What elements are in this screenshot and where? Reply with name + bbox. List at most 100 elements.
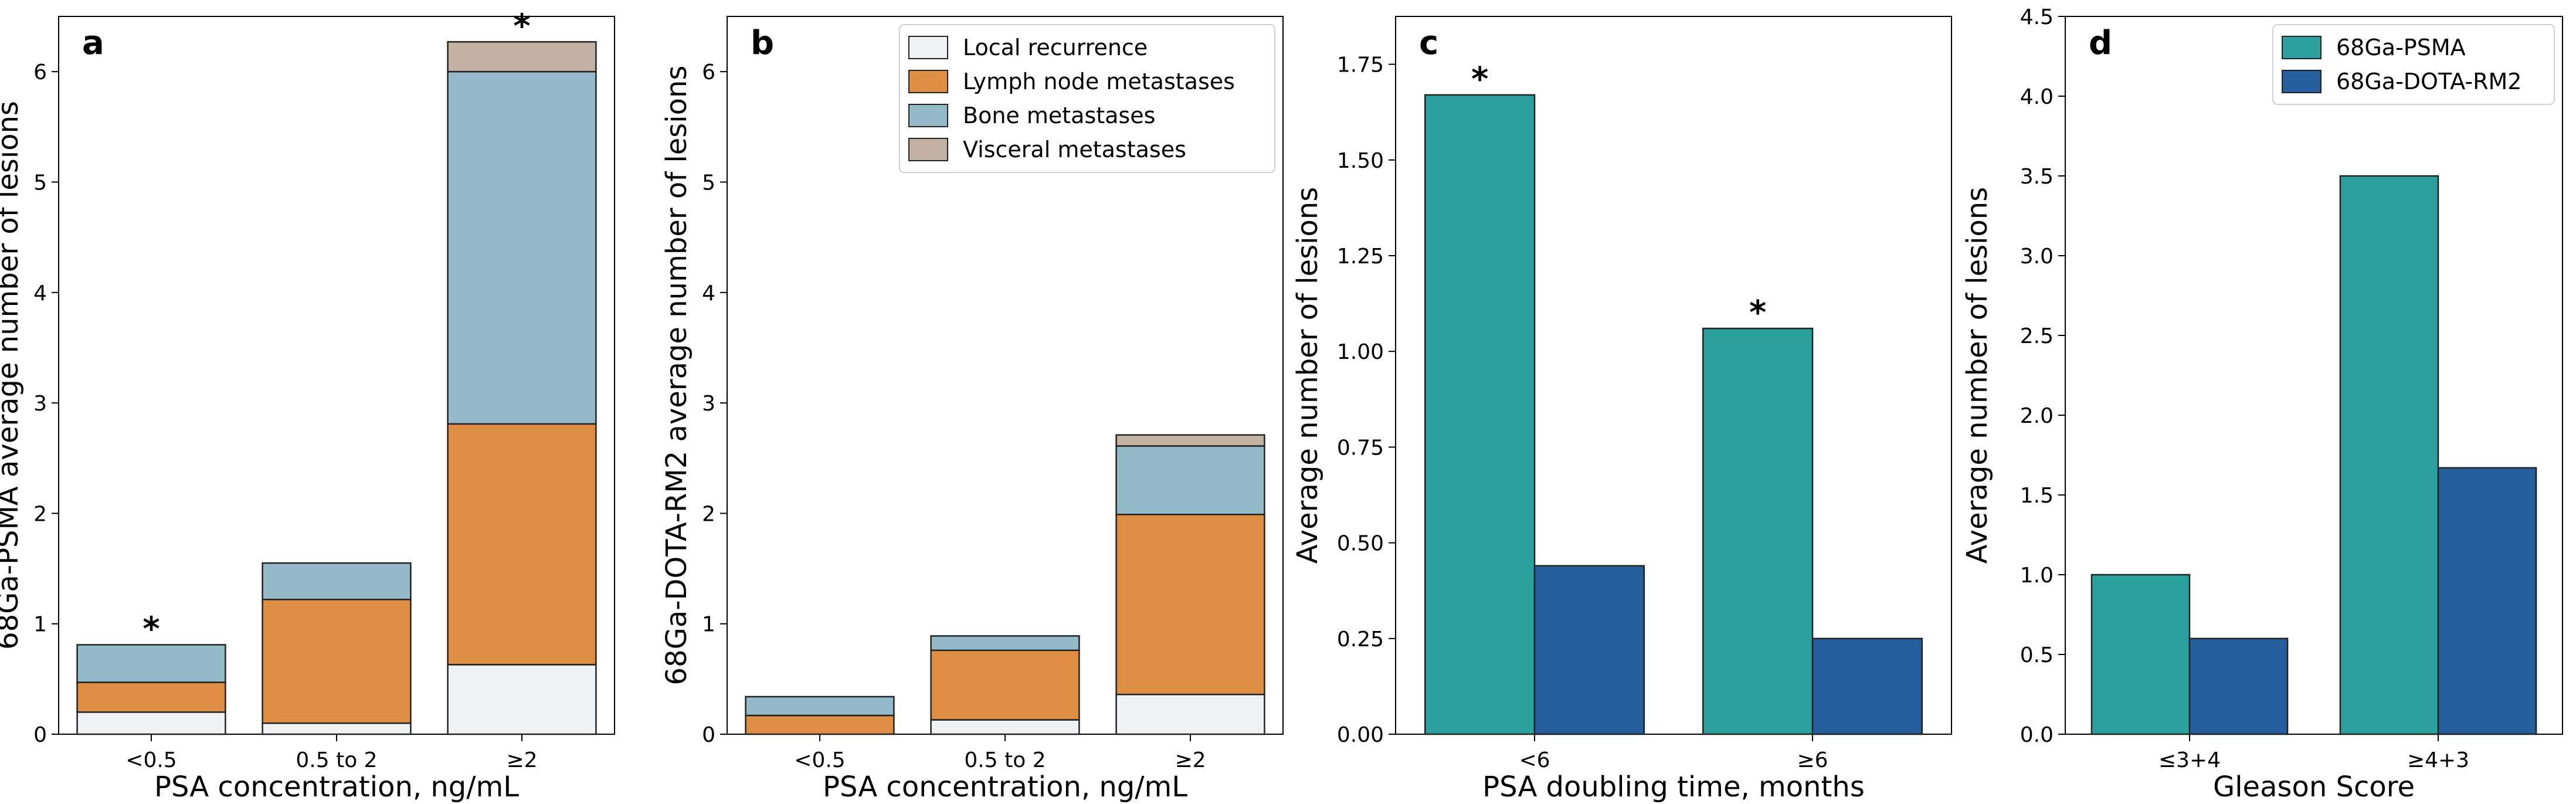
bar-local-recurrence: [76, 711, 226, 735]
panel-c: 0.00 0.25 0.50 0.75 1.00 1.25 1.50 1.75 <6 ≥6 * * c P…: [1291, 16, 1952, 803]
legend-label: Lymph node metastases: [963, 69, 1235, 94]
bar-visceral-metastases: [1115, 434, 1265, 447]
legend-box: [2272, 24, 2555, 105]
panel-b: 0 1 2 3 4 5 6 <0.5 0.5 to 2 ≥2 b PSA concentration,…: [660, 16, 1284, 803]
bar-bone-metastases: [262, 562, 412, 601]
y-tick-label: 4: [702, 281, 715, 306]
y-tick-label: 4.5: [2020, 5, 2054, 29]
bar-visceral-metastases: [447, 41, 597, 73]
y-tick-label: 5: [702, 171, 715, 195]
significance-star: *: [1471, 60, 1488, 99]
y-tick-label: 0.0: [2020, 723, 2054, 747]
y-tick-label: 2.0: [2020, 404, 2054, 428]
x-axis-label: PSA concentration, ng/mL: [154, 771, 519, 803]
y-tick-label: 0.75: [1337, 436, 1384, 460]
bar-bone-metastases: [1115, 445, 1265, 515]
y-tick-label: 3.5: [2020, 165, 2054, 189]
x-tick-label: <0.5: [125, 748, 177, 772]
bar-68ga-dota-rm2: [2437, 467, 2537, 735]
legend-box: [899, 24, 1275, 173]
panel-letter: c: [1419, 24, 1438, 62]
y-axis-label: 68Ga-PSMA average number of lesions: [0, 101, 25, 650]
y-tick-label: 4: [33, 281, 47, 306]
bar-lymph-node-metastases: [447, 423, 597, 666]
legend-swatch: [908, 70, 948, 93]
y-tick-label: 1.0: [2020, 564, 2054, 588]
bar-68ga-psma: [1702, 327, 1814, 735]
x-tick-label: ≤3+4: [2158, 748, 2221, 772]
y-axis-label: Average number of lesions: [1961, 187, 1994, 564]
x-tick-label: 0.5 to 2: [964, 748, 1046, 772]
y-tick-label: 2.5: [2020, 324, 2054, 348]
plot-frame: [2065, 16, 2563, 735]
y-tick-label: 1: [33, 613, 47, 637]
bar-bone-metastases: [745, 696, 895, 717]
legend-swatch: [908, 36, 948, 59]
y-tick-label: 0.50: [1337, 532, 1384, 556]
legend-label: Local recurrence: [963, 35, 1148, 60]
significance-star: *: [1749, 294, 1766, 332]
legend-label: 68Ga-PSMA: [2336, 35, 2466, 60]
legend-swatch: [908, 104, 948, 127]
bar-lymph-node-metastases: [262, 599, 412, 724]
y-tick-label: 1.75: [1337, 53, 1384, 77]
bar-local-recurrence: [930, 719, 1080, 735]
significance-star: *: [142, 610, 159, 648]
bar-68ga-psma: [2090, 574, 2191, 735]
bar-lymph-node-metastases: [745, 714, 895, 735]
x-tick-label: <6: [1519, 748, 1550, 772]
bar-68ga-dota-rm2: [1533, 565, 1645, 735]
panel-d: 0.0 0.5 1.0 1.5 2.0 2.5 3.0 3.5 4.0 4.5 ≤3+4 ≥4+3 d G…: [1961, 5, 2563, 803]
y-tick-label: 1.00: [1337, 340, 1384, 364]
y-tick-label: 6: [702, 60, 715, 84]
y-tick-label: 0: [33, 723, 47, 747]
y-tick-label: 0: [702, 723, 715, 747]
bar-68ga-dota-rm2: [2188, 637, 2289, 735]
legend-swatch: [2282, 70, 2322, 93]
y-tick-label: 1.25: [1337, 245, 1384, 269]
y-tick-label: 1.5: [2020, 484, 2054, 508]
bar-lymph-node-metastases: [930, 649, 1080, 721]
legend-label: 68Ga-DOTA-RM2: [2336, 69, 2521, 94]
x-tick-label: 0.5 to 2: [296, 748, 377, 772]
bar-bone-metastases: [930, 635, 1080, 652]
y-tick-label: 5: [33, 171, 47, 195]
panel-letter: a: [82, 24, 104, 62]
legend-label: Visceral metastases: [963, 137, 1186, 162]
bar-lymph-node-metastases: [1115, 514, 1265, 696]
significance-star: *: [513, 7, 530, 45]
y-tick-label: 3: [33, 392, 47, 416]
x-tick-label: <0.5: [794, 748, 845, 772]
legend-label: Bone metastases: [963, 103, 1155, 128]
bar-68ga-psma: [1424, 94, 1536, 735]
bar-68ga-psma: [2339, 175, 2439, 735]
y-tick-label: 4.0: [2020, 85, 2054, 109]
plot-frame: [1395, 16, 1952, 735]
x-tick-label: ≥2: [506, 748, 537, 772]
y-tick-label: 2: [33, 502, 47, 526]
y-tick-label: 3: [702, 392, 715, 416]
bar-bone-metastases: [447, 70, 597, 425]
x-tick-label: ≥4+3: [2407, 748, 2469, 772]
x-tick-label: ≥2: [1175, 748, 1206, 772]
y-tick-label: 2: [702, 502, 715, 526]
x-axis-label: PSA doubling time, months: [1482, 771, 1865, 803]
bar-local-recurrence: [447, 664, 597, 735]
bar-local-recurrence: [262, 722, 412, 735]
x-axis-label: PSA concentration, ng/mL: [823, 771, 1187, 803]
panel-letter: b: [751, 24, 774, 62]
y-tick-label: 0.00: [1337, 723, 1384, 747]
y-tick-label: 6: [33, 60, 47, 84]
bar-68ga-dota-rm2: [1811, 637, 1923, 735]
x-tick-label: ≥6: [1797, 748, 1828, 772]
y-tick-label: 1: [702, 613, 715, 637]
legend-swatch: [908, 138, 948, 161]
x-axis-label: Gleason Score: [2213, 771, 2415, 803]
y-tick-label: 1.50: [1337, 149, 1384, 173]
y-axis-label: 68Ga-DOTA-RM2 average number of lesions: [660, 66, 693, 686]
y-tick-label: 0.25: [1337, 627, 1384, 652]
bar-lymph-node-metastases: [76, 681, 226, 713]
y-axis-label: Average number of lesions: [1291, 187, 1324, 564]
bar-local-recurrence: [1115, 693, 1265, 735]
bar-bone-metastases: [76, 644, 226, 683]
